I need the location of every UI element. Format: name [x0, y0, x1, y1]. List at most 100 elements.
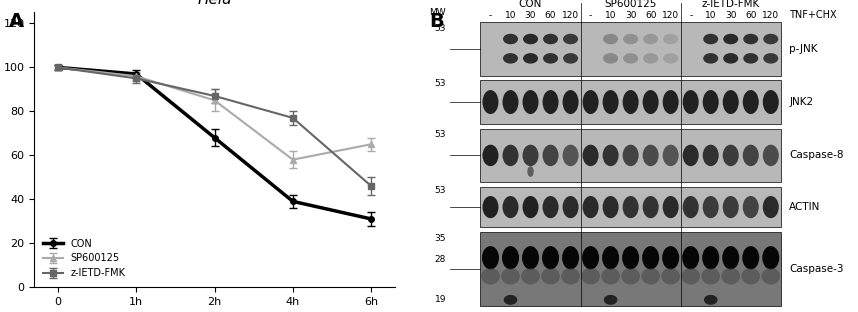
- Ellipse shape: [503, 145, 518, 166]
- Ellipse shape: [643, 90, 659, 114]
- Ellipse shape: [743, 196, 758, 218]
- Ellipse shape: [662, 196, 679, 218]
- Text: ACTIN: ACTIN: [789, 202, 821, 212]
- Ellipse shape: [543, 34, 558, 44]
- Ellipse shape: [602, 90, 619, 114]
- Ellipse shape: [482, 90, 498, 114]
- Ellipse shape: [704, 34, 718, 44]
- Ellipse shape: [743, 53, 758, 64]
- Text: 30: 30: [525, 11, 536, 20]
- Ellipse shape: [683, 90, 698, 114]
- Ellipse shape: [523, 34, 538, 44]
- Ellipse shape: [563, 145, 578, 166]
- Ellipse shape: [623, 90, 638, 114]
- Ellipse shape: [542, 246, 559, 269]
- Text: p-JNK: p-JNK: [789, 44, 818, 54]
- Ellipse shape: [743, 145, 758, 166]
- Ellipse shape: [523, 90, 539, 114]
- Ellipse shape: [482, 246, 499, 269]
- Ellipse shape: [621, 268, 640, 285]
- Text: -: -: [689, 11, 692, 20]
- Ellipse shape: [563, 34, 578, 44]
- Ellipse shape: [603, 34, 618, 44]
- Ellipse shape: [643, 196, 659, 218]
- Ellipse shape: [482, 145, 498, 166]
- Ellipse shape: [641, 268, 660, 285]
- Ellipse shape: [683, 145, 698, 166]
- Text: 60: 60: [745, 11, 757, 20]
- Text: TNF+CHX: TNF+CHX: [789, 10, 837, 20]
- Ellipse shape: [543, 53, 558, 64]
- Bar: [480, 80, 781, 124]
- Ellipse shape: [723, 53, 738, 64]
- Ellipse shape: [563, 90, 578, 114]
- Ellipse shape: [723, 34, 738, 44]
- Ellipse shape: [523, 145, 539, 166]
- Ellipse shape: [603, 53, 618, 64]
- Ellipse shape: [764, 53, 778, 64]
- Ellipse shape: [503, 196, 518, 218]
- Text: CON: CON: [519, 0, 542, 9]
- Text: 60: 60: [545, 11, 556, 20]
- Text: 19: 19: [435, 295, 446, 304]
- Bar: [480, 22, 781, 76]
- Text: Caspase-3: Caspase-3: [789, 264, 844, 274]
- Ellipse shape: [642, 246, 659, 269]
- Ellipse shape: [662, 246, 680, 269]
- Ellipse shape: [701, 268, 720, 285]
- Ellipse shape: [522, 246, 539, 269]
- Ellipse shape: [542, 196, 559, 218]
- Ellipse shape: [702, 246, 719, 269]
- Ellipse shape: [743, 90, 758, 114]
- Ellipse shape: [504, 295, 517, 305]
- Text: 30: 30: [725, 11, 736, 20]
- Ellipse shape: [521, 268, 540, 285]
- Bar: [480, 129, 781, 182]
- Ellipse shape: [643, 145, 659, 166]
- Ellipse shape: [523, 196, 539, 218]
- Ellipse shape: [502, 246, 519, 269]
- Text: 53: 53: [435, 24, 446, 32]
- Text: 10: 10: [605, 11, 616, 20]
- Ellipse shape: [681, 268, 700, 285]
- Ellipse shape: [722, 196, 739, 218]
- Bar: [480, 187, 781, 227]
- Text: SP600125: SP600125: [604, 0, 657, 9]
- Text: 10: 10: [505, 11, 517, 20]
- Ellipse shape: [503, 53, 518, 64]
- Ellipse shape: [582, 246, 599, 269]
- Ellipse shape: [501, 268, 520, 285]
- Ellipse shape: [623, 34, 638, 44]
- Ellipse shape: [563, 53, 578, 64]
- Text: 53: 53: [435, 79, 446, 88]
- Ellipse shape: [743, 34, 758, 44]
- Text: 53: 53: [435, 186, 446, 195]
- Ellipse shape: [763, 196, 779, 218]
- Ellipse shape: [523, 53, 538, 64]
- Ellipse shape: [762, 246, 779, 269]
- Ellipse shape: [763, 90, 779, 114]
- Ellipse shape: [662, 90, 679, 114]
- Ellipse shape: [602, 145, 619, 166]
- Ellipse shape: [663, 34, 678, 44]
- Legend: CON, SP600125, z-IETD-FMK: CON, SP600125, z-IETD-FMK: [39, 235, 130, 282]
- Ellipse shape: [601, 268, 620, 285]
- Ellipse shape: [602, 246, 619, 269]
- Text: -: -: [489, 11, 492, 20]
- Ellipse shape: [682, 246, 699, 269]
- Text: 120: 120: [662, 11, 680, 20]
- Ellipse shape: [623, 196, 638, 218]
- Ellipse shape: [583, 196, 599, 218]
- Ellipse shape: [764, 34, 778, 44]
- Ellipse shape: [722, 246, 740, 269]
- Ellipse shape: [583, 145, 599, 166]
- Ellipse shape: [741, 268, 760, 285]
- Text: 30: 30: [625, 11, 637, 20]
- Ellipse shape: [763, 145, 779, 166]
- Ellipse shape: [602, 196, 619, 218]
- Ellipse shape: [481, 268, 500, 285]
- Ellipse shape: [561, 268, 580, 285]
- Text: 53: 53: [435, 130, 446, 139]
- Ellipse shape: [623, 145, 638, 166]
- Ellipse shape: [542, 145, 559, 166]
